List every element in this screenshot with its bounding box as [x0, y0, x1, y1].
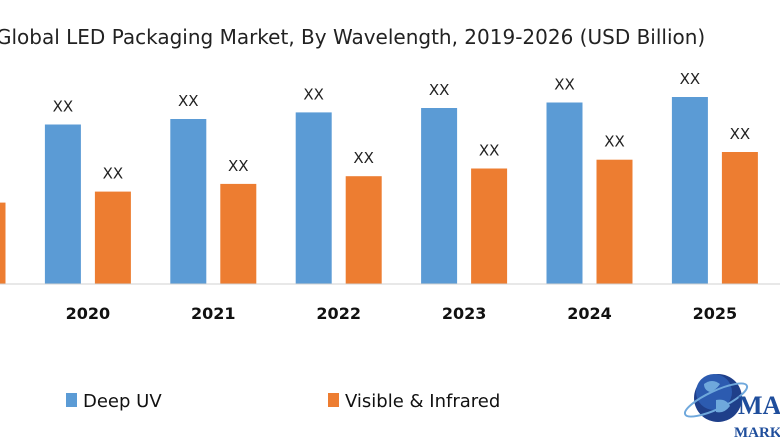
bar-deep-uv-2021 [170, 119, 207, 284]
brand-logo: MAX MARKET [683, 374, 780, 440]
bar-visible-infrared-2021 [220, 183, 257, 284]
legend-swatch-visible-infrared [328, 393, 339, 407]
bar-visible-infrared-2025 [721, 152, 758, 284]
bar-deep-uv-2020 [44, 124, 81, 284]
x-tick-2024: 2024 [567, 304, 612, 323]
data-label-deep-uv-2025: XX [680, 70, 701, 88]
x-tick-labels: 20192020202120222023202420252026 [66, 304, 738, 323]
data-label-deep-uv-2020: XX [53, 98, 74, 116]
data-label-visible-infrared-2023: XX [479, 142, 500, 160]
data-label-visible-infrared-2024: XX [604, 133, 625, 151]
bar-deep-uv-2024 [546, 102, 583, 284]
bar-visible-infrared-2023 [471, 168, 508, 284]
bar-visible-infrared-2019 [0, 202, 6, 284]
data-label-deep-uv-2021: XX [178, 92, 199, 110]
bar-visible-infrared-2022 [345, 176, 382, 284]
x-tick-2025: 2025 [693, 304, 738, 323]
legend-swatch-deep-uv [66, 393, 77, 407]
legend: Deep UV Visible & Infrared [66, 391, 500, 412]
legend-label-visible-infrared: Visible & Infrared [345, 391, 500, 412]
logo-text-line1: MAX [738, 391, 780, 420]
data-label-deep-uv-2024: XX [554, 76, 575, 94]
data-label-visible-infrared-2020: XX [103, 165, 124, 183]
x-tick-2020: 2020 [66, 304, 111, 323]
bar-deep-uv-2025 [671, 97, 708, 284]
data-label-visible-infrared-2022: XX [353, 149, 374, 167]
chart-title: Global LED Packaging Market, By Waveleng… [0, 25, 705, 49]
globe-icon [683, 374, 749, 422]
x-tick-2022: 2022 [316, 304, 361, 323]
bar-visible-infrared-2024 [596, 159, 633, 284]
data-label-deep-uv-2023: XX [429, 81, 450, 99]
logo-text-line2: MARKET [734, 425, 780, 440]
legend-label-deep-uv: Deep UV [83, 391, 162, 412]
bar-visible-infrared-2020 [94, 191, 131, 284]
data-label-visible-infrared-2025: XX [730, 125, 751, 143]
data-label-visible-infrared-2021: XX [228, 157, 249, 175]
x-tick-2021: 2021 [191, 304, 236, 323]
x-tick-2023: 2023 [442, 304, 487, 323]
bars-layer: XXXXXXXXXXXXXXXXXXXXXXXXXXXXXXXX [0, 70, 758, 285]
data-label-deep-uv-2022: XX [303, 85, 324, 103]
bar-deep-uv-2023 [421, 108, 458, 284]
bar-deep-uv-2022 [295, 112, 332, 285]
